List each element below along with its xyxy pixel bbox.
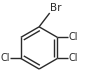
Text: Cl: Cl	[69, 53, 78, 63]
Text: Br: Br	[51, 3, 62, 13]
Text: Cl: Cl	[69, 32, 78, 42]
Text: Cl: Cl	[0, 53, 10, 63]
